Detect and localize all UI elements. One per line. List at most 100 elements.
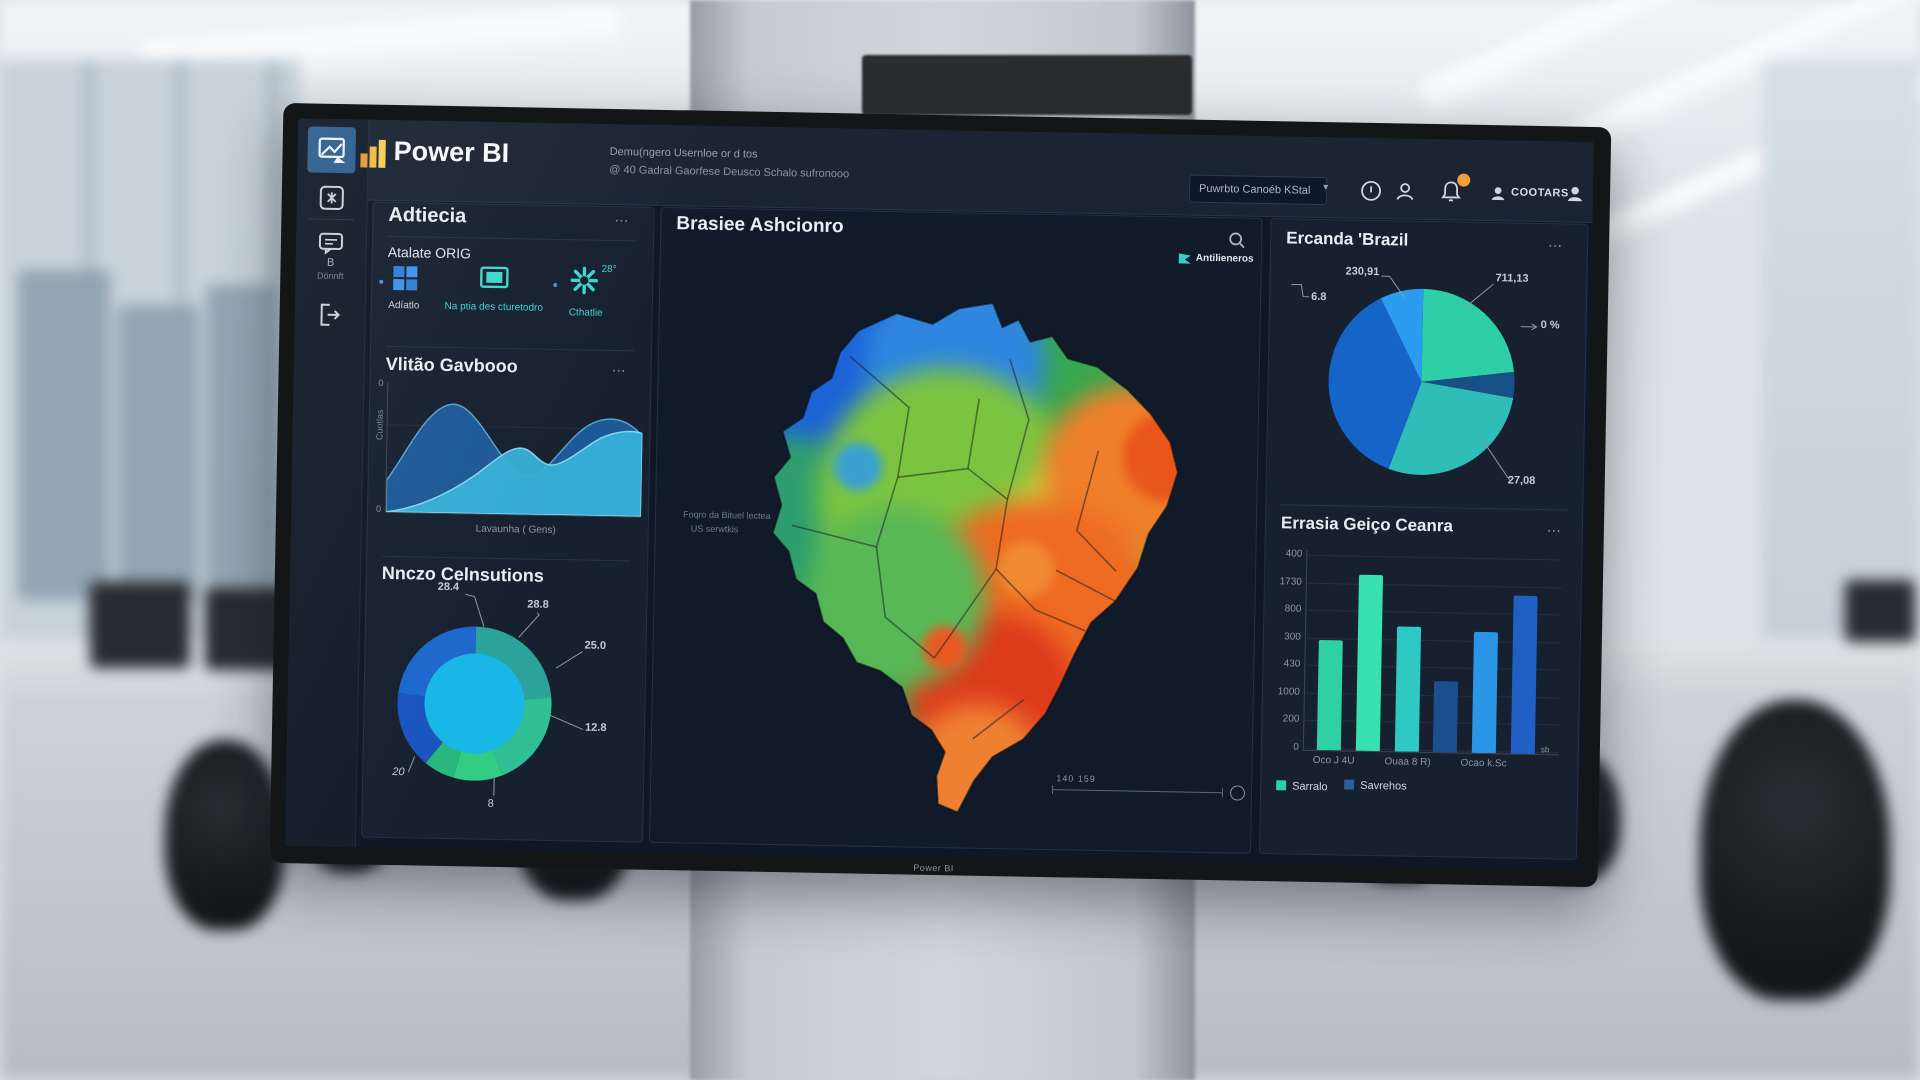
donut-label: 25.0 [584,639,607,652]
bar-card-title: Errasia Geiço Ceanra [1280,513,1454,536]
pie-label: 6.8 [1311,290,1327,304]
pie-card-title: Ercanda 'Brazil [1286,228,1409,250]
chevron-down-icon[interactable]: ▾ [1323,182,1329,194]
legend-item-2[interactable]: Savrehos [1344,779,1407,793]
map-scale-tick [1221,788,1224,798]
pie-slice[interactable] [1379,288,1424,382]
sidebar-label-caption: Dönnft [316,270,344,282]
bar[interactable] [1471,631,1499,754]
donut-center [423,652,526,755]
bar[interactable] [1433,681,1459,753]
donut-label: 20 [392,766,405,779]
quick-item-label[interactable]: Adíatlo [388,299,420,312]
area-series-light [386,430,644,517]
donut-segment[interactable] [492,696,552,776]
more-options-button[interactable]: ⋯ [1546,522,1563,539]
map-scale-label: 140 159 [1056,773,1096,784]
left-panel-title: Adtiecia [388,203,467,228]
gridline [1307,582,1562,589]
snowflake-icon[interactable] [569,265,600,296]
map-title: Brasiee Ashcionro [676,213,844,238]
sidebar-label-initial: B [326,256,335,269]
pie-label: 27,08 [1507,474,1536,487]
presentation-icon [318,137,346,164]
monitor [1845,580,1915,642]
pie-slice[interactable] [1327,297,1423,469]
bar-x-label: Ouaa 8 R) [1384,756,1431,769]
bar[interactable] [1510,595,1538,754]
pie-chart[interactable] [1325,285,1518,478]
pie-slice[interactable] [1421,370,1515,399]
bar-y-tick: 400 [1285,548,1303,560]
brazil-outline [771,301,1179,814]
info-icon[interactable] [1359,179,1383,203]
donut-segment[interactable] [453,749,503,781]
monitor-icon[interactable] [479,266,509,293]
bar-axis-note: sb [1540,745,1550,755]
donut-segment[interactable] [475,626,553,700]
y-tick: 0 [375,503,382,514]
legend-item-1[interactable]: Sarralo [1276,780,1328,793]
bar-y-tick: 1730 [1279,575,1303,588]
map-legend-label[interactable]: Antilieneros [1195,252,1254,265]
bar[interactable] [1355,574,1383,752]
x-square-icon[interactable] [319,185,345,211]
donut-label: 28.4 [437,580,460,594]
more-options-button[interactable]: ⋯ [614,212,630,229]
bar-y-tick: 800 [1284,603,1302,615]
donut-card-title: Nnczo Celnsutions [381,562,545,586]
window-right [1762,60,1920,640]
bar-y-tick: 200 [1282,713,1300,726]
quick-item-label[interactable]: Cthatlie [568,307,603,319]
temperature-label: 28° [601,263,617,276]
bar-y-tick: 430 [1283,658,1301,670]
search-icon[interactable] [1228,231,1246,249]
flag-icon [1178,253,1191,264]
tv-display: Power BI Demu(ngero Usernloe or d tos @ … [269,102,1612,888]
search-input[interactable]: Puwrbto Canoéb KStal [1188,174,1328,206]
map-note-1: Foqro da Bituel lectea [682,509,771,521]
left-sidebar [284,118,370,848]
legend-label: Savrehos [1360,779,1407,793]
donut-chart[interactable] [385,614,564,793]
pie-slice[interactable] [1421,288,1516,384]
bar[interactable] [1394,626,1421,752]
bar-y-tick: 1000 [1277,686,1300,698]
profile-icon[interactable] [1565,183,1585,203]
bar-y-axis-ticks: 400 1730 800 300 430 1000 200 0 [1257,548,1305,755]
comment-icon[interactable] [318,231,344,255]
area-chart[interactable] [386,382,644,517]
user-icon[interactable] [1393,179,1417,203]
legend-label: Sarralo [1292,780,1328,794]
donut-segment[interactable] [396,692,443,764]
notifications-icon[interactable] [1437,177,1466,206]
donut-label: 12.8 [585,721,607,734]
bar-x-label: Oco J 4U [1312,754,1355,767]
pie-label: 0 % [1540,319,1560,332]
building-silhouette [18,270,110,600]
pie-slice[interactable] [1388,381,1514,476]
donut-segment[interactable] [425,742,461,778]
bar-y-tick: 0 [1293,741,1299,753]
desk [1600,638,1920,708]
quick-item-label[interactable]: Na ptia des cturetodro [444,300,544,314]
monitor [90,582,190,668]
brazil-heatmap[interactable] [681,263,1231,833]
more-options-button[interactable]: ⋯ [1547,237,1564,254]
account-button[interactable]: COOTARS [1510,186,1569,200]
more-options-button[interactable]: ⋯ [611,362,627,379]
pie-label: 711,13 [1495,272,1529,285]
map-scale-tick [1051,785,1054,795]
dashboard-screen: Power BI Demu(ngero Usernloe or d tos @ … [284,118,1595,870]
area-y-axis-label: Cuotlas [374,409,385,441]
sign-out-icon[interactable] [315,301,344,330]
office-chair [165,740,285,930]
grid-icon[interactable] [391,264,420,293]
sidebar-item-home[interactable] [307,126,357,174]
donut-segment[interactable] [398,625,476,697]
pie-label: 230,91 [1345,265,1380,279]
gridline [1308,554,1563,561]
bar[interactable] [1316,640,1343,751]
bullet-dot [553,282,558,287]
